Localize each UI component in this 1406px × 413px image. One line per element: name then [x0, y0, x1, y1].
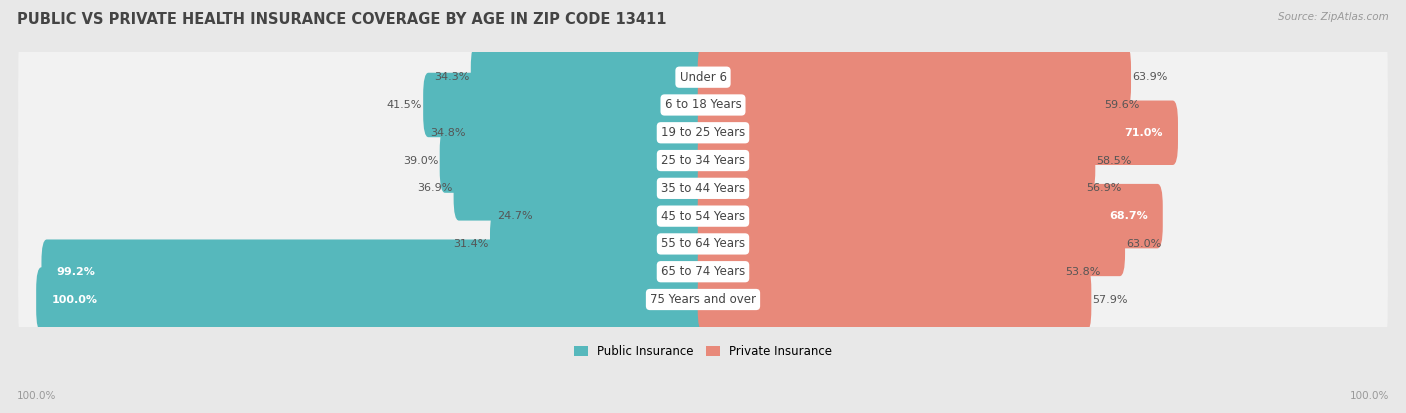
Text: 35 to 44 Years: 35 to 44 Years — [661, 182, 745, 195]
Text: 57.9%: 57.9% — [1092, 294, 1128, 304]
Text: 6 to 18 Years: 6 to 18 Years — [665, 98, 741, 112]
Text: 58.5%: 58.5% — [1097, 156, 1132, 166]
FancyBboxPatch shape — [697, 267, 1091, 332]
FancyBboxPatch shape — [18, 133, 1388, 243]
Text: 68.7%: 68.7% — [1109, 211, 1147, 221]
FancyBboxPatch shape — [467, 100, 709, 165]
FancyBboxPatch shape — [37, 267, 709, 332]
Text: 41.5%: 41.5% — [387, 100, 422, 110]
Text: 75 Years and over: 75 Years and over — [650, 293, 756, 306]
Text: 100.0%: 100.0% — [52, 294, 97, 304]
Text: 71.0%: 71.0% — [1125, 128, 1163, 138]
FancyBboxPatch shape — [697, 100, 1178, 165]
FancyBboxPatch shape — [440, 128, 709, 193]
Text: 55 to 64 Years: 55 to 64 Years — [661, 237, 745, 250]
Text: 25 to 34 Years: 25 to 34 Years — [661, 154, 745, 167]
FancyBboxPatch shape — [18, 78, 1388, 188]
Text: 39.0%: 39.0% — [404, 156, 439, 166]
FancyBboxPatch shape — [41, 240, 709, 304]
Text: 34.8%: 34.8% — [430, 128, 467, 138]
FancyBboxPatch shape — [18, 189, 1388, 299]
Text: 63.9%: 63.9% — [1132, 72, 1168, 82]
FancyBboxPatch shape — [18, 106, 1388, 216]
FancyBboxPatch shape — [18, 50, 1388, 160]
Legend: Public Insurance, Private Insurance: Public Insurance, Private Insurance — [569, 340, 837, 363]
Text: PUBLIC VS PRIVATE HEALTH INSURANCE COVERAGE BY AGE IN ZIP CODE 13411: PUBLIC VS PRIVATE HEALTH INSURANCE COVER… — [17, 12, 666, 27]
Text: 53.8%: 53.8% — [1066, 267, 1101, 277]
Text: 34.3%: 34.3% — [434, 72, 470, 82]
FancyBboxPatch shape — [534, 184, 709, 248]
Text: 100.0%: 100.0% — [17, 391, 56, 401]
Text: 24.7%: 24.7% — [498, 211, 533, 221]
Text: 19 to 25 Years: 19 to 25 Years — [661, 126, 745, 139]
Text: Under 6: Under 6 — [679, 71, 727, 84]
FancyBboxPatch shape — [18, 244, 1388, 354]
Text: 63.0%: 63.0% — [1126, 239, 1161, 249]
Text: 65 to 74 Years: 65 to 74 Years — [661, 265, 745, 278]
FancyBboxPatch shape — [697, 128, 1095, 193]
FancyBboxPatch shape — [471, 45, 709, 109]
Text: 45 to 54 Years: 45 to 54 Years — [661, 210, 745, 223]
FancyBboxPatch shape — [697, 212, 1125, 276]
Text: 59.6%: 59.6% — [1104, 100, 1139, 110]
FancyBboxPatch shape — [18, 22, 1388, 132]
FancyBboxPatch shape — [697, 184, 1163, 248]
FancyBboxPatch shape — [454, 156, 709, 221]
FancyBboxPatch shape — [423, 73, 709, 137]
Text: 56.9%: 56.9% — [1085, 183, 1122, 193]
Text: Source: ZipAtlas.com: Source: ZipAtlas.com — [1278, 12, 1389, 22]
Text: 31.4%: 31.4% — [453, 239, 489, 249]
Text: 36.9%: 36.9% — [418, 183, 453, 193]
FancyBboxPatch shape — [697, 156, 1084, 221]
Text: 99.2%: 99.2% — [56, 267, 96, 277]
FancyBboxPatch shape — [697, 240, 1064, 304]
FancyBboxPatch shape — [697, 73, 1102, 137]
FancyBboxPatch shape — [489, 212, 709, 276]
FancyBboxPatch shape — [697, 45, 1130, 109]
Text: 100.0%: 100.0% — [1350, 391, 1389, 401]
FancyBboxPatch shape — [18, 217, 1388, 327]
FancyBboxPatch shape — [18, 161, 1388, 271]
